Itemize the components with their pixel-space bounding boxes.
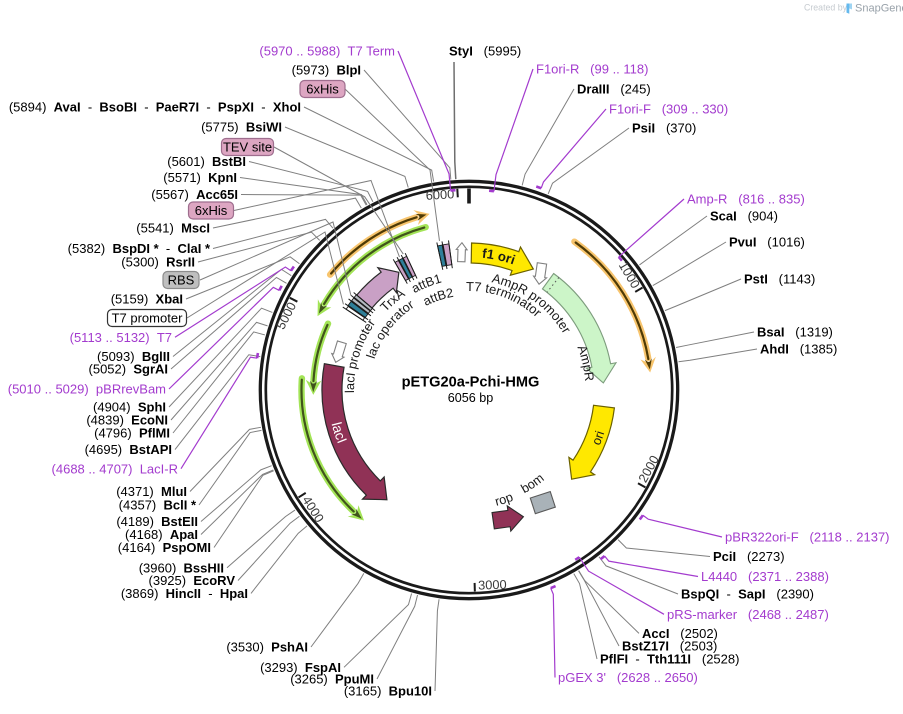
svg-text:rop: rop	[493, 489, 515, 509]
svg-text:PvuI (1016): PvuI (1016)	[729, 235, 805, 250]
svg-text:(5567) Acc65I: (5567) Acc65I	[151, 187, 238, 202]
svg-text:RBS: RBS	[168, 273, 195, 288]
svg-text:(5052) SgrAI: (5052) SgrAI	[89, 362, 168, 377]
svg-text:pETG20a-Pchi-HMG: pETG20a-Pchi-HMG	[402, 375, 540, 391]
svg-text:(3869) HincII - HpaI: (3869) HincII - HpaI	[121, 586, 248, 601]
svg-text:(3165) Bpu10I: (3165) Bpu10I	[344, 684, 432, 699]
svg-text:(5571) KpnI: (5571) KpnI	[163, 170, 237, 185]
svg-text:PflFI - Tth111I (2528): PflFI - Tth111I (2528)	[600, 652, 739, 667]
svg-text:pRS-marker (2468 .. 2487): pRS-marker (2468 .. 2487)	[667, 607, 829, 622]
svg-text:SnapGene: SnapGene	[855, 2, 903, 14]
svg-text:StyI (5995): StyI (5995)	[449, 44, 521, 59]
svg-text:BsaI (1319): BsaI (1319)	[757, 325, 833, 340]
svg-text:PsiI (370): PsiI (370)	[632, 121, 696, 136]
svg-text:(4357) BclI *: (4357) BclI *	[119, 498, 197, 513]
svg-text:BspQI - SapI (2390): BspQI - SapI (2390)	[681, 587, 814, 602]
svg-text:F1ori-F (309 .. 330): F1ori-F (309 .. 330)	[609, 102, 728, 117]
svg-text:(5541) MscI: (5541) MscI	[136, 221, 210, 236]
svg-text:(4796) PflMI: (4796) PflMI	[94, 426, 170, 441]
svg-text:(5300) RsrII: (5300) RsrII	[121, 255, 195, 270]
svg-text:(5113 .. 5132) T7: (5113 .. 5132) T7	[70, 330, 172, 345]
svg-text:bom: bom	[518, 470, 546, 496]
svg-text:TEV site: TEV site	[223, 140, 272, 155]
svg-text:pGEX 3' (2628 .. 2650): pGEX 3' (2628 .. 2650)	[558, 670, 698, 685]
svg-text:ScaI (904): ScaI (904)	[710, 209, 778, 224]
svg-text:(5010 .. 5029) pBRrevBam: (5010 .. 5029) pBRrevBam	[8, 382, 166, 397]
svg-text:(5601) BstBI: (5601) BstBI	[167, 154, 246, 169]
svg-text:(5159) XbaI: (5159) XbaI	[111, 292, 183, 307]
svg-text:PciI (2273): PciI (2273)	[713, 549, 785, 564]
svg-text:5000: 5000	[273, 300, 299, 332]
svg-text:F1ori-R (99 .. 118): F1ori-R (99 .. 118)	[536, 62, 648, 77]
svg-text:DraIII (245): DraIII (245)	[577, 82, 651, 97]
svg-text:(4164) PspOMI: (4164) PspOMI	[118, 540, 211, 555]
svg-text:AhdI (1385): AhdI (1385)	[760, 342, 837, 357]
svg-text:Created by: Created by	[804, 3, 848, 13]
svg-text:3000: 3000	[478, 577, 507, 593]
svg-text:(4695) BstAPI: (4695) BstAPI	[85, 442, 172, 457]
svg-text:Amp-R (816 .. 835): Amp-R (816 .. 835)	[687, 192, 805, 207]
svg-text:pBR322ori-F (2118 .. 2137): pBR322ori-F (2118 .. 2137)	[725, 530, 890, 545]
svg-text:6xHis: 6xHis	[306, 82, 339, 97]
svg-text:T7 promoter: T7 promoter	[112, 311, 183, 326]
svg-text:6xHis: 6xHis	[195, 203, 228, 218]
svg-text:L4440 (2371 .. 2388): L4440 (2371 .. 2388)	[701, 569, 829, 584]
svg-text:(3530) PshAI: (3530) PshAI	[226, 640, 308, 655]
svg-text:(5894) AvaI - BsoBI - Pae: (5894) AvaI - BsoBI - PaeR7I - PspXI - X…	[9, 100, 301, 115]
svg-text:6056 bp: 6056 bp	[448, 391, 494, 405]
svg-text:(5775) BsiWI: (5775) BsiWI	[201, 120, 282, 135]
svg-text:(4688 .. 4707) LacI-R: (4688 .. 4707) LacI-R	[52, 461, 178, 476]
svg-text:PstI (1143): PstI (1143)	[744, 272, 815, 287]
svg-text:(5973) BlpI: (5973) BlpI	[292, 63, 361, 78]
svg-text:(5970 .. 5988) T7 Term: (5970 .. 5988) T7 Term	[259, 44, 395, 59]
